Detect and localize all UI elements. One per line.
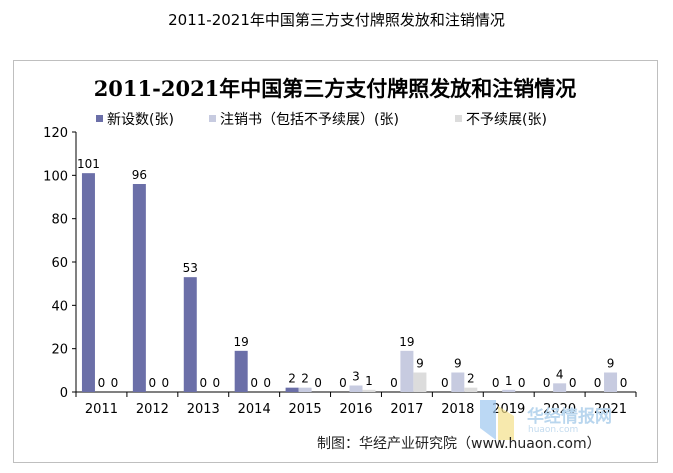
data-label: 9	[416, 357, 424, 371]
data-label: 2	[467, 372, 475, 386]
data-label: 19	[234, 335, 249, 349]
chart-frame	[13, 60, 658, 463]
legend-label-2: 注销书（包括不予续展）(张)	[220, 111, 399, 128]
y-tick-label: 20	[51, 343, 68, 358]
bar-2019-s2	[502, 389, 516, 392]
data-label: 9	[607, 357, 615, 371]
y-tick-label: 120	[43, 126, 68, 141]
bar-2017-s2	[400, 350, 414, 392]
bar-2018-s2	[451, 372, 465, 392]
x-tick-label: 2014	[238, 402, 271, 417]
legend-label-3: 不予续展(张)	[466, 111, 547, 128]
data-label: 0	[492, 376, 500, 390]
data-label: 101	[77, 157, 100, 171]
bar-2015-s2	[298, 387, 312, 392]
data-label: 1	[365, 374, 373, 388]
data-label: 0	[339, 376, 347, 390]
x-tick-label: 2012	[136, 402, 169, 417]
data-label: 0	[569, 376, 577, 390]
bar-2020-s2	[553, 383, 567, 392]
y-tick-label: 40	[51, 299, 68, 314]
bar-2014-s1	[234, 350, 248, 392]
source-note: 制图：华经产业研究院（www.huaon.com）	[317, 436, 601, 452]
bar-2012-s1	[132, 184, 146, 392]
chart-title: 2011-2021年中国第三方支付牌照发放和注销情况	[94, 76, 577, 101]
bar-2013-s1	[183, 277, 197, 392]
legend-label-1: 新设数(张)	[107, 112, 174, 128]
bar-2018-s3	[464, 387, 478, 392]
data-label: 1	[505, 374, 513, 388]
bar-2011-s1	[81, 173, 95, 392]
bar-2021-s2	[604, 372, 618, 392]
data-label: 0	[314, 376, 322, 390]
data-label: 0	[98, 376, 106, 390]
data-label: 4	[556, 367, 564, 381]
y-tick-label: 100	[43, 169, 68, 184]
x-tick-label: 2013	[187, 402, 220, 417]
x-tick-label: 2020	[543, 402, 576, 417]
data-label: 0	[390, 376, 398, 390]
data-label: 9	[454, 357, 462, 371]
y-tick-label: 80	[51, 213, 68, 228]
x-tick-label: 2021	[594, 402, 627, 417]
data-label: 0	[199, 376, 207, 390]
legend: 新设数(张) 注销书（包括不予续展）(张) 不予续展(张)	[96, 111, 547, 128]
bars	[81, 173, 618, 392]
x-tick-label: 2018	[441, 402, 474, 417]
data-label: 0	[149, 376, 157, 390]
legend-swatch-3	[455, 115, 462, 122]
watermark-site: huaon.com	[528, 425, 579, 435]
watermark-name: 华经情报网	[527, 407, 612, 427]
bar-2015-s1	[285, 387, 299, 392]
y-tick-label: 60	[51, 256, 68, 271]
x-tick-label: 2015	[289, 402, 322, 417]
data-label: 0	[518, 376, 526, 390]
data-label: 2	[288, 372, 296, 386]
data-label: 0	[111, 376, 119, 390]
x-tick-label: 2016	[339, 402, 372, 417]
data-label: 53	[183, 261, 198, 275]
data-label: 0	[620, 376, 628, 390]
bar-2017-s3	[413, 372, 427, 392]
data-label: 96	[132, 168, 147, 182]
data-label: 3	[352, 370, 360, 384]
data-label: 0	[543, 376, 551, 390]
data-label: 19	[399, 335, 414, 349]
bar-2016-s2	[349, 385, 363, 392]
x-tick-label: 2017	[390, 402, 423, 417]
page-title: 2011-2021年中国第三方支付牌照发放和注销情况	[168, 11, 505, 29]
data-label: 0	[263, 376, 271, 390]
bar-2016-s3	[362, 389, 376, 392]
x-tick-label: 2011	[85, 402, 118, 417]
data-label: 0	[162, 376, 170, 390]
legend-swatch-1	[96, 115, 103, 122]
data-label: 2	[301, 372, 309, 386]
data-label: 0	[594, 376, 602, 390]
data-label: 0	[212, 376, 220, 390]
watermark-logo	[480, 400, 514, 440]
data-label: 0	[250, 376, 258, 390]
data-label: 0	[441, 376, 449, 390]
legend-swatch-2	[209, 115, 216, 122]
y-tick-label: 0	[60, 386, 68, 401]
